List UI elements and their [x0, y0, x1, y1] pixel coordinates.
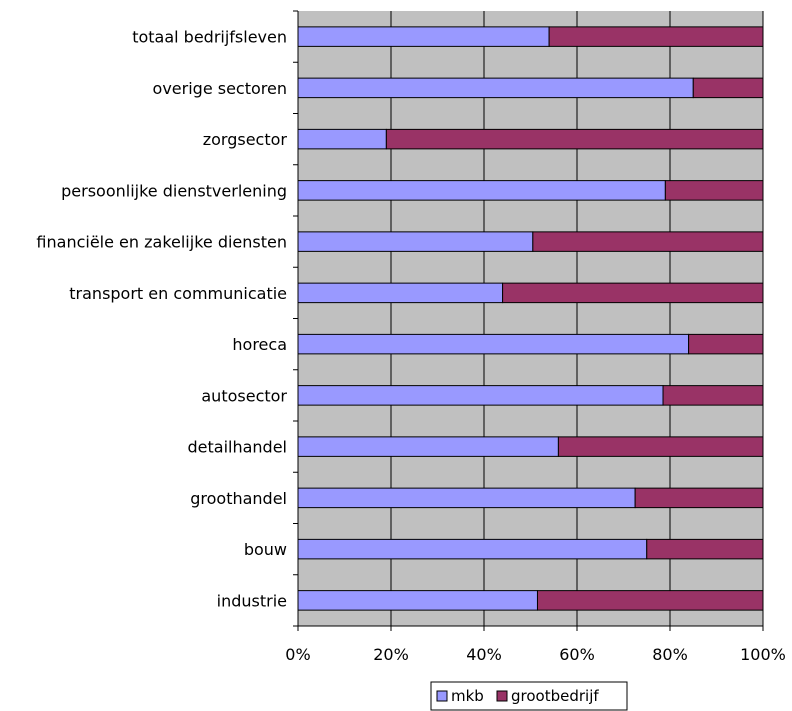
legend-box: [430, 681, 628, 711]
bar-grootbedrijf: [502, 282, 764, 304]
bars: [297, 26, 764, 611]
x-tick-label: 20%: [373, 645, 409, 664]
category-label: zorgsector: [203, 130, 288, 149]
axes: [293, 10, 764, 631]
category-label: detailhandel: [188, 438, 288, 457]
x-tick-label: 80%: [652, 645, 688, 664]
x-tick-label: 40%: [466, 645, 502, 664]
legend-swatch-grootbedrijf: [496, 690, 508, 702]
bar-grootbedrijf: [548, 26, 764, 47]
legend: mkb grootbedrijf: [430, 681, 628, 711]
legend-swatch-mkb: [436, 690, 448, 702]
category-label: bouw: [244, 540, 287, 559]
bar-grootbedrijf: [664, 180, 764, 201]
bar-grootbedrijf: [692, 77, 764, 99]
bar-mkb: [297, 487, 636, 509]
bar-grootbedrijf: [385, 128, 764, 150]
bar-grootbedrijf: [646, 538, 764, 560]
bar-mkb: [297, 436, 559, 457]
category-labels: totaal bedrijfsleven overige sectoren zorg…: [36, 28, 287, 611]
bar-grootbedrijf: [634, 487, 764, 509]
bar-mkb: [297, 538, 648, 560]
category-label: financiële en zakelijke diensten: [36, 233, 287, 252]
bar-mkb: [297, 77, 694, 99]
x-tick-label: 0%: [285, 645, 310, 664]
bar-mkb: [297, 26, 550, 47]
x-tick-label: 60%: [559, 645, 595, 664]
plot-area: [298, 11, 763, 626]
bar-grootbedrijf: [557, 436, 764, 457]
bar-mkb: [297, 180, 666, 201]
bar-grootbedrijf: [536, 590, 764, 611]
bar-mkb: [297, 333, 690, 355]
category-label: autosector: [201, 386, 287, 405]
category-label: groothandel: [190, 489, 287, 508]
category-label: overige sectoren: [153, 79, 287, 98]
bar-mkb: [297, 282, 504, 304]
bar-mkb: [297, 128, 387, 150]
category-label: totaal bedrijfsleven: [132, 28, 287, 47]
legend-label-mkb: mkb: [451, 687, 484, 705]
category-label: industrie: [217, 591, 287, 610]
bar-mkb: [297, 590, 538, 611]
category-label: persoonlijke dienstverlening: [61, 181, 287, 200]
x-tick-labels: 0% 20% 40% 60% 80% 100%: [285, 645, 786, 664]
bar-grootbedrijf: [532, 231, 764, 252]
x-tick-label: 100%: [740, 645, 786, 664]
bar-grootbedrijf: [662, 385, 764, 406]
bar-mkb: [297, 385, 664, 406]
category-label: horeca: [232, 335, 287, 354]
legend-label-grootbedrijf: grootbedrijf: [511, 687, 599, 705]
category-label: transport en communicatie: [69, 284, 287, 303]
bar-mkb: [297, 231, 534, 252]
bar-grootbedrijf: [688, 333, 764, 355]
